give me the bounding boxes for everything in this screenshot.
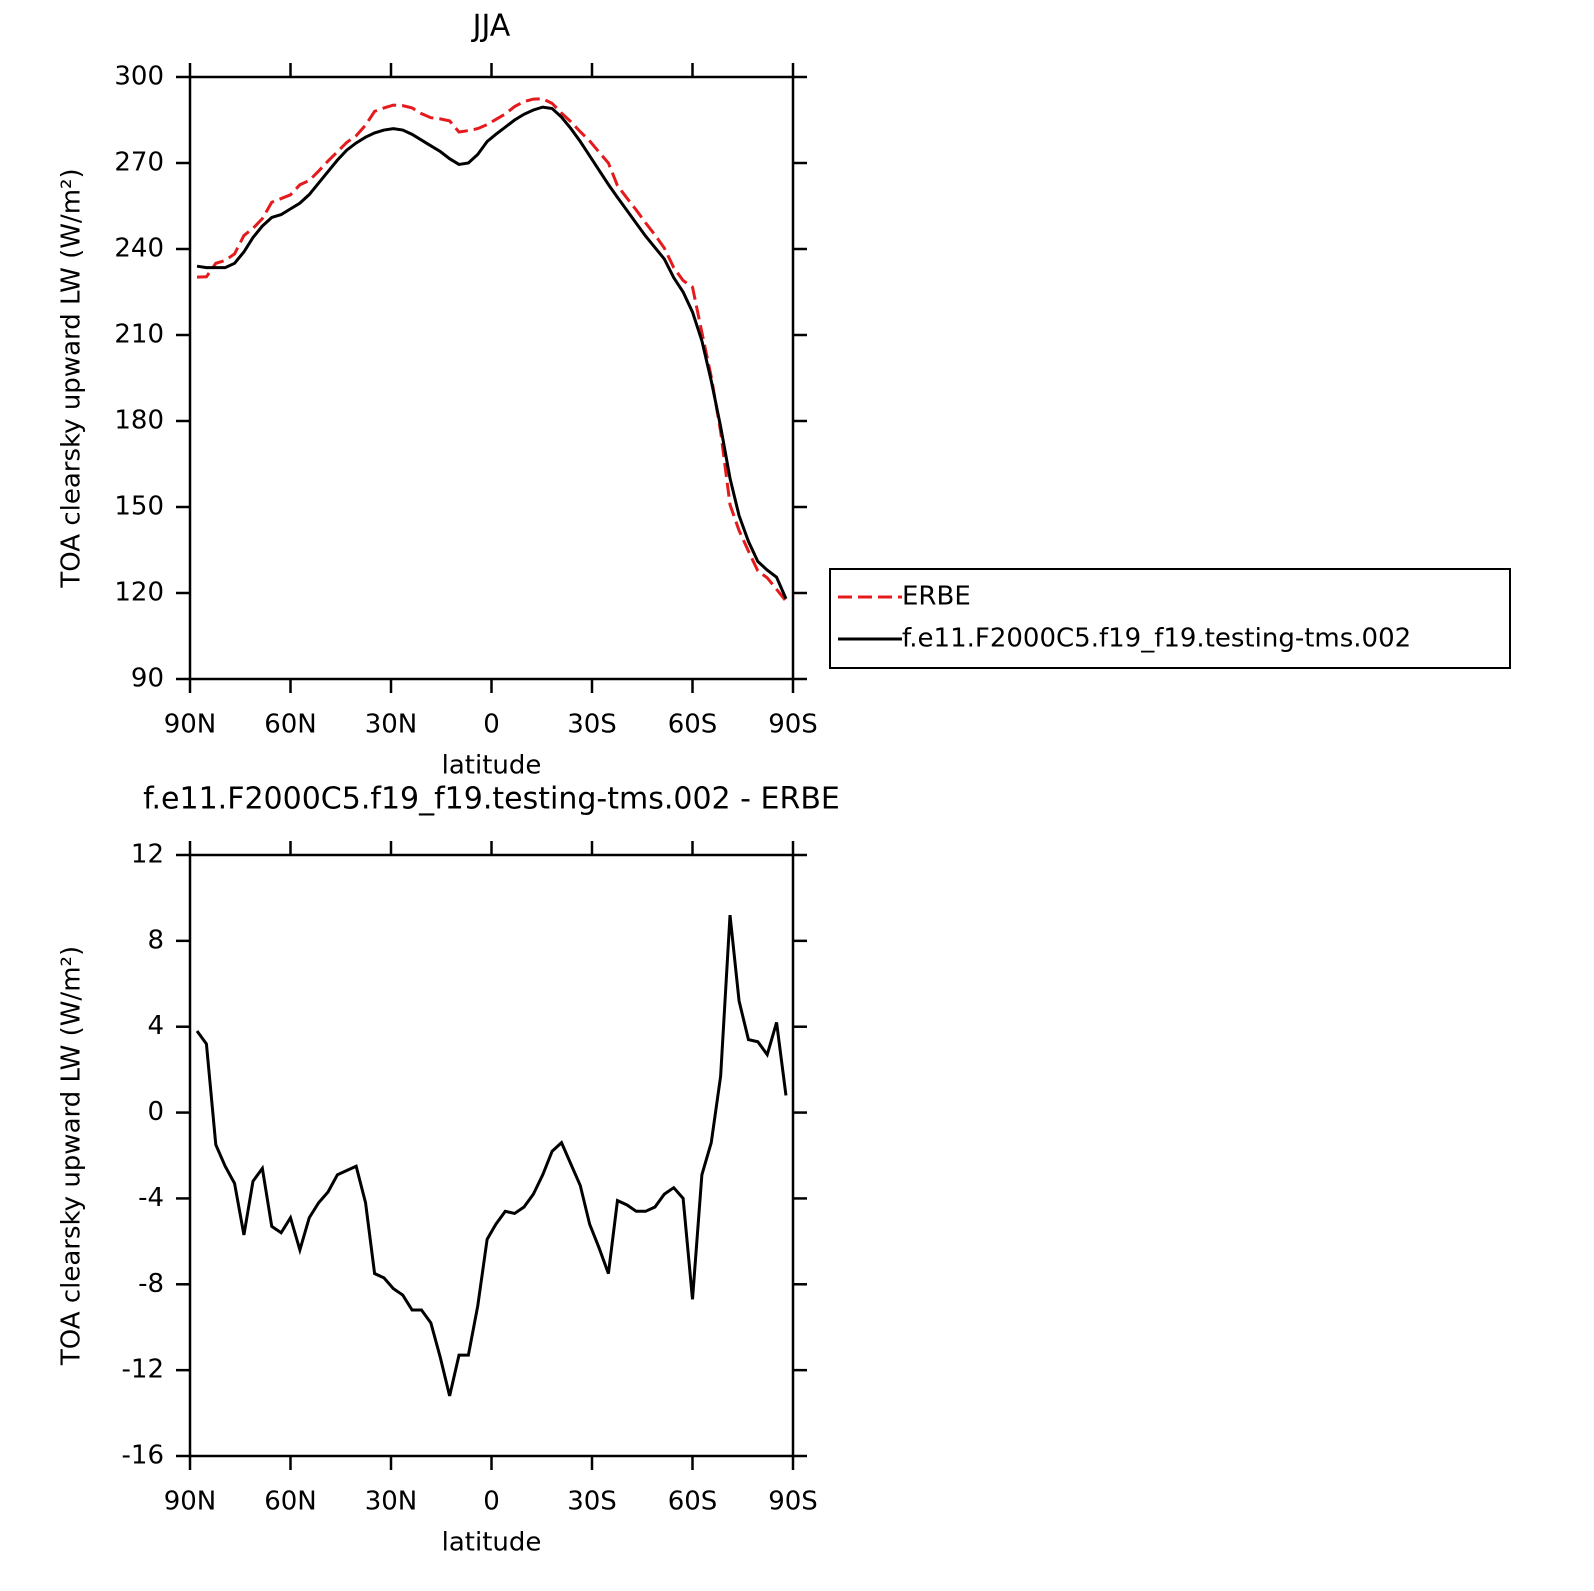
y-tick-label: 4 — [147, 1011, 164, 1041]
y-tick-label: 12 — [131, 840, 164, 870]
x-axis-label: latitude — [442, 751, 542, 781]
x-tick-label: 90S — [768, 1487, 818, 1517]
y-axis-label: TOA clearsky upward LW (W/m²) — [57, 168, 87, 588]
y-tick-label: 300 — [114, 62, 164, 92]
plot-frame — [188, 853, 795, 1458]
x-tick-label: 60S — [668, 1487, 718, 1517]
legend-label: ERBE — [902, 582, 971, 612]
data-line — [196, 105, 788, 600]
x-tick-label: 0 — [483, 710, 500, 740]
y-tick-label: 180 — [114, 406, 164, 436]
x-tick-label: 0 — [483, 1487, 500, 1517]
y-axis-label: TOA clearsky upward LW (W/m²) — [57, 946, 87, 1366]
y-tick-label: -4 — [138, 1183, 164, 1213]
x-tick-label: 90N — [164, 1487, 217, 1517]
legend-box — [829, 568, 1511, 669]
x-axis-label: latitude — [442, 1528, 542, 1558]
x-tick-label: 30S — [567, 1487, 617, 1517]
y-tick-label: 240 — [114, 234, 164, 264]
x-tick-label: 60N — [264, 710, 317, 740]
data-line — [195, 914, 788, 1397]
x-tick-label: 90S — [768, 710, 818, 740]
y-tick-label: 90 — [131, 664, 164, 694]
y-tick-label: 210 — [114, 320, 164, 350]
y-tick-label: -12 — [122, 1355, 164, 1385]
y-tick-label: -16 — [122, 1441, 164, 1471]
y-tick-label: -8 — [138, 1269, 164, 1299]
x-tick-label: 30N — [365, 1487, 418, 1517]
x-tick-label: 60N — [264, 1487, 317, 1517]
y-tick-label: 150 — [114, 492, 164, 522]
y-tick-label: 0 — [147, 1097, 164, 1127]
data-line — [196, 97, 788, 602]
chart-title: JJA — [471, 9, 511, 44]
x-tick-label: 60S — [668, 710, 718, 740]
y-tick-label: 8 — [147, 925, 164, 955]
chart-title: f.e11.F2000C5.f19_f19.testing-tms.002 - … — [143, 782, 840, 817]
y-tick-label: 270 — [114, 148, 164, 178]
x-tick-label: 30N — [365, 710, 418, 740]
legend-label: f.e11.F2000C5.f19_f19.testing-tms.002 — [902, 624, 1411, 654]
plot-frame — [188, 75, 795, 681]
x-tick-label: 30S — [567, 710, 617, 740]
x-tick-label: 90N — [164, 710, 217, 740]
y-tick-label: 120 — [114, 578, 164, 608]
